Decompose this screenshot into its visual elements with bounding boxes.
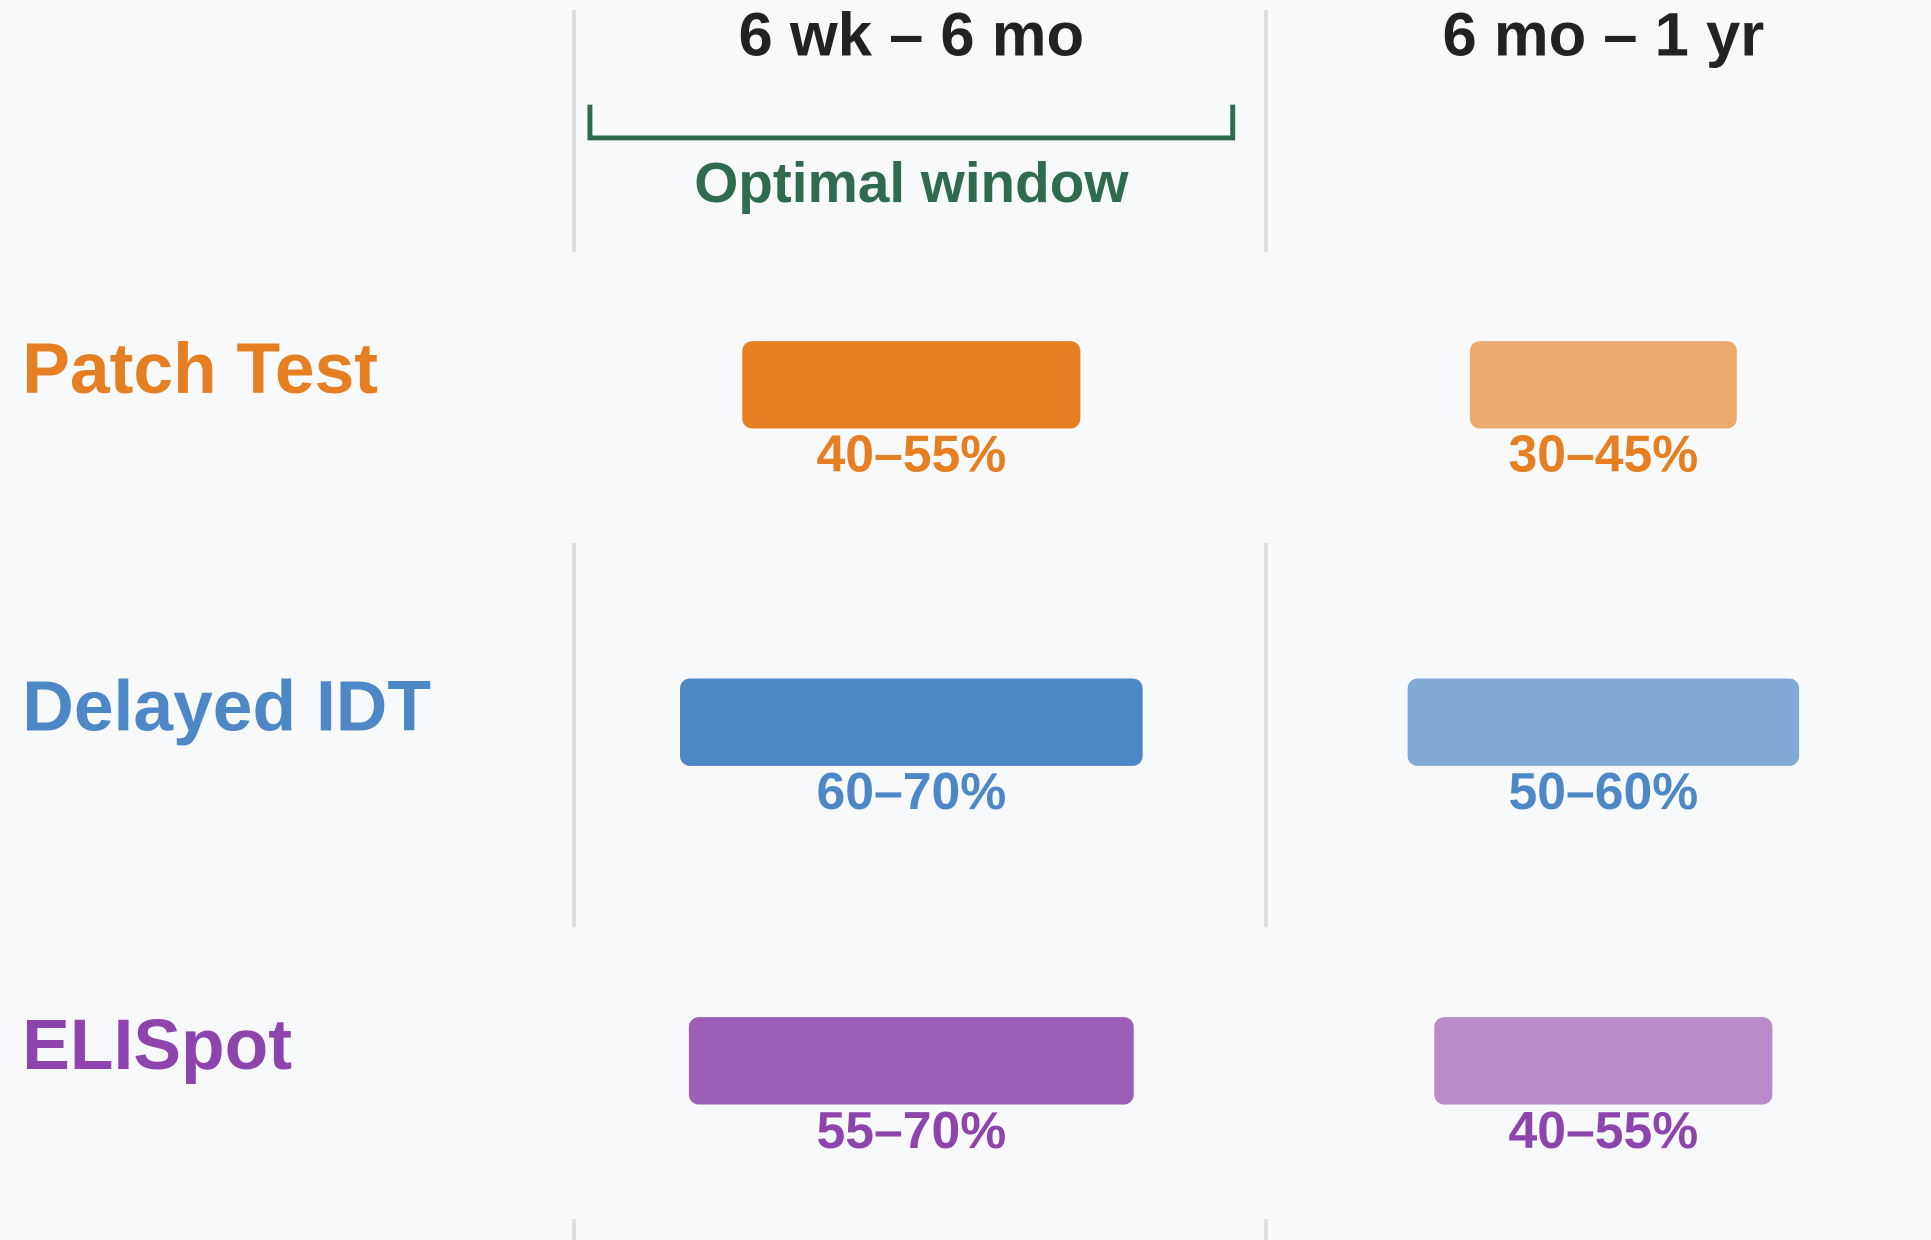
- bar: [742, 341, 1081, 429]
- bar: [680, 678, 1143, 766]
- value-label: 60–70%: [816, 762, 1006, 820]
- value-label: 40–55%: [816, 425, 1006, 483]
- value-label: 40–55%: [1508, 1101, 1698, 1159]
- row-label: Delayed IDT: [22, 667, 431, 747]
- bar: [688, 1017, 1134, 1105]
- bar: [1434, 1017, 1773, 1105]
- annotation: Optimal window: [694, 152, 1129, 215]
- dividers: [572, 9, 1268, 1240]
- value-label: 30–45%: [1508, 425, 1698, 483]
- column-header: 6 mo – 1 yr: [1443, 1, 1765, 70]
- bar: [1469, 341, 1737, 429]
- column-header: 6 wk – 6 mo: [739, 1, 1085, 70]
- row-label: Patch Test: [22, 329, 378, 409]
- value-label: 50–60%: [1508, 762, 1698, 820]
- window-bracket: [587, 104, 1236, 141]
- row-label: ELISpot: [22, 1005, 292, 1085]
- bar: [1407, 678, 1800, 766]
- value-label: 55–70%: [816, 1101, 1006, 1159]
